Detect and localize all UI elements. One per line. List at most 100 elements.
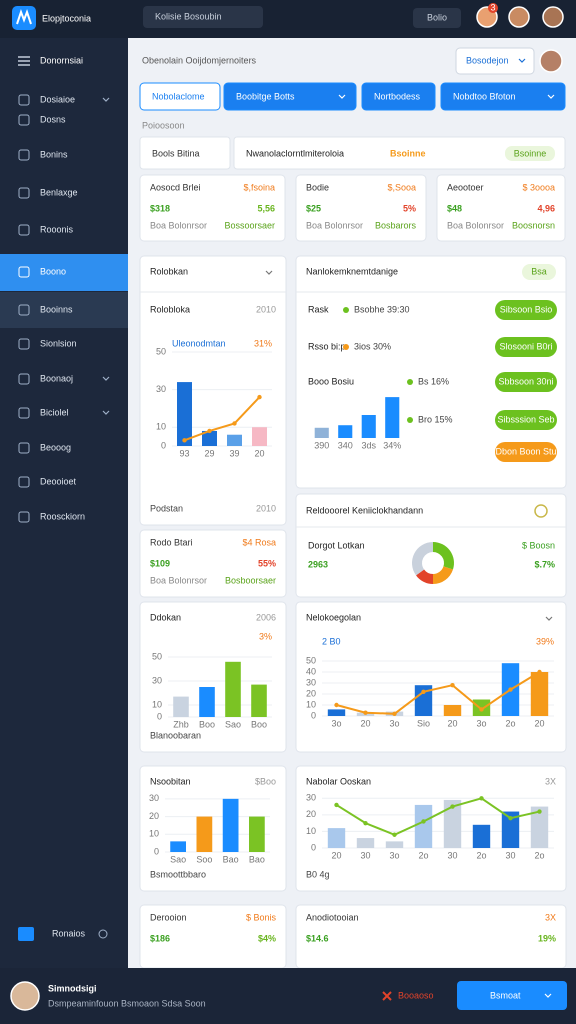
nav-item[interactable]: Roosckiorn (40, 511, 85, 521)
y-tick-label: 40 (306, 666, 316, 676)
x-tick-label: 20 (534, 718, 544, 728)
chart-subtitle: Rolobloka (150, 304, 190, 314)
row-button-label: Sibsoon Bsio (500, 304, 553, 314)
bar (202, 430, 217, 446)
x-tick-label: 2o (476, 850, 486, 860)
chart-footer: Blanoobaran (150, 730, 201, 740)
x-tick-label: 2o (418, 850, 428, 860)
kpi-note: Bossoorsaer (224, 220, 275, 230)
row-button-label: Slosooni B0ri (499, 341, 552, 351)
nav-item[interactable]: Biciolel (40, 407, 69, 417)
nav-item[interactable]: Sionlsion (40, 338, 77, 348)
bar (251, 684, 267, 717)
line-point (508, 815, 513, 821)
avatar[interactable] (508, 6, 530, 28)
x-tick-label: 20 (254, 448, 264, 458)
row-dot (343, 344, 349, 350)
kpi-label: Aeootoer (447, 182, 484, 192)
nav-item[interactable]: Benlaxge (40, 187, 78, 197)
x-tick-label: 3o (476, 718, 486, 728)
bar (327, 709, 346, 716)
line-point (450, 683, 455, 688)
kpi-change: $,fsoina (243, 182, 275, 192)
row-button[interactable] (495, 442, 557, 462)
tab[interactable] (361, 82, 436, 111)
chart-title: Nsoobitan (150, 776, 191, 786)
kpi-value: $25 (306, 203, 321, 213)
donut-segment (412, 542, 433, 576)
nav-item[interactable]: Boono (40, 266, 66, 276)
chart-footer: Bsmoottbbaro (150, 869, 206, 879)
row-button[interactable] (495, 300, 557, 320)
chart-caption: 2 B0 (322, 636, 341, 646)
action-link[interactable]: Booaoso (398, 990, 434, 1000)
nav-item[interactable]: Dosiaioe (40, 94, 75, 104)
chart-title-right: 2006 (256, 612, 276, 622)
chart-title: Rolobkan (150, 266, 188, 276)
tab[interactable] (223, 82, 357, 111)
badge-count: 3 (490, 2, 495, 12)
avatar[interactable] (539, 49, 563, 73)
nav-item[interactable]: Beooog (40, 442, 71, 452)
x-tick-label: 20 (360, 718, 370, 728)
kpi-change: $ Bonis (246, 912, 277, 922)
nav-item[interactable]: Booinns (40, 304, 73, 314)
kpi-delta: $4% (258, 933, 276, 943)
x-tick-label: Bao (223, 854, 239, 864)
bar (472, 824, 491, 848)
kpi-label: Derooion (150, 912, 187, 922)
search-box[interactable] (143, 6, 263, 28)
row-label: Rsso bi:p (308, 341, 346, 351)
y-tick-label: 20 (306, 809, 316, 819)
nav-item[interactable]: Deooioet (40, 476, 77, 486)
nav-item[interactable]: Dosns (40, 114, 66, 124)
chevron-icon (102, 410, 110, 415)
row-button[interactable] (495, 337, 557, 357)
bar (414, 804, 433, 848)
row-dot (407, 417, 413, 423)
avatar[interactable] (10, 981, 40, 1011)
line (336, 671, 541, 715)
x-tick-label: 340 (338, 440, 353, 450)
primary-button[interactable] (457, 981, 567, 1010)
kpi-note: Boa Bolonrsor (150, 220, 207, 230)
filter-select[interactable] (139, 136, 231, 170)
nav-icon (18, 187, 30, 199)
avatar[interactable] (542, 6, 564, 28)
filter-query[interactable] (233, 136, 566, 170)
nav-item[interactable]: Rooonis (40, 224, 74, 234)
nav-icon (18, 407, 30, 419)
tab[interactable] (139, 82, 221, 111)
x-tick-label: 3o (389, 718, 399, 728)
account-select[interactable] (455, 47, 535, 75)
select-label: Bools Bitina (152, 148, 200, 158)
bar (385, 397, 400, 438)
row-button[interactable] (495, 372, 557, 392)
x-tick-label: 2o (505, 718, 515, 728)
nav-item[interactable]: Boonaoj (40, 373, 73, 383)
brand: Elopjtoconia (42, 13, 91, 23)
tab[interactable] (440, 82, 566, 111)
x-tick-label: Boo (251, 719, 267, 729)
card (139, 529, 287, 598)
y-tick-label: 10 (306, 699, 316, 709)
chart-caption-right: 39% (536, 636, 554, 646)
y-tick-label: 50 (156, 346, 166, 356)
bar (170, 841, 186, 852)
row-button[interactable] (495, 410, 557, 430)
kpi-delta: 5% (403, 203, 416, 213)
tag-label: Bsa (531, 266, 547, 276)
search-placeholder: Kolisie Bosoubin (155, 11, 222, 21)
x-tick-label: Sao (225, 719, 241, 729)
chevron-icon (102, 376, 110, 381)
chart-footer: Podstan (150, 503, 183, 513)
shortcut-box[interactable] (413, 8, 461, 28)
kpi-label: Anodiotooian (306, 912, 359, 922)
bar (227, 434, 242, 446)
caption: Poioosoon (142, 120, 185, 130)
nav-item[interactable]: Bonins (40, 149, 68, 159)
nav-icon (18, 373, 30, 385)
y-tick-label: 10 (156, 422, 166, 432)
donut-segment (416, 569, 433, 584)
